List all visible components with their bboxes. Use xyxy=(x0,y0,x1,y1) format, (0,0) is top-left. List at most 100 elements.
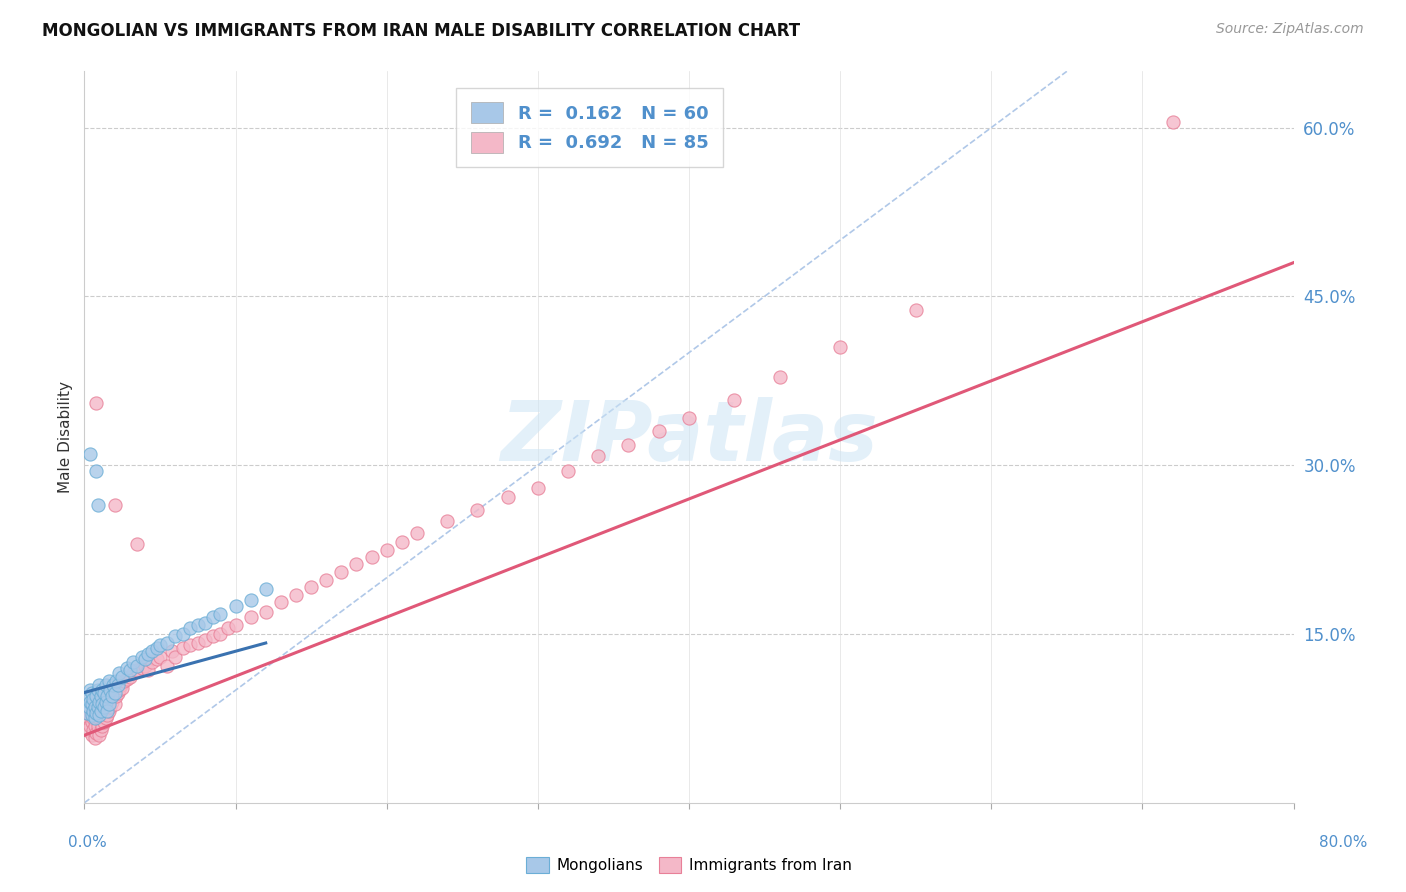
Point xyxy=(172,640,194,655)
Point xyxy=(131,661,153,675)
Point xyxy=(127,537,149,551)
Point xyxy=(87,704,110,718)
Point xyxy=(112,674,135,689)
Point xyxy=(89,678,111,692)
Point xyxy=(97,697,120,711)
Point xyxy=(93,714,115,729)
Point xyxy=(436,515,458,529)
Point xyxy=(299,580,322,594)
Point xyxy=(87,700,110,714)
Point xyxy=(108,683,131,698)
Point xyxy=(270,595,292,609)
Point xyxy=(121,666,143,681)
Text: ZIPatlas: ZIPatlas xyxy=(501,397,877,477)
Text: 0.0%: 0.0% xyxy=(67,836,107,850)
Point xyxy=(118,670,141,684)
Point xyxy=(134,658,156,673)
Point xyxy=(84,711,107,725)
Point xyxy=(118,663,141,677)
Point xyxy=(89,694,111,708)
Point xyxy=(94,711,117,725)
Point xyxy=(93,700,115,714)
Point xyxy=(588,449,610,463)
Point xyxy=(254,605,277,619)
Point xyxy=(76,706,98,720)
Point xyxy=(86,689,108,703)
Point xyxy=(127,658,149,673)
Point xyxy=(89,708,111,723)
Point xyxy=(79,708,101,723)
Point xyxy=(111,670,134,684)
Point xyxy=(91,683,114,698)
Point xyxy=(97,674,120,689)
Point xyxy=(80,728,103,742)
Point xyxy=(104,498,127,512)
Point xyxy=(87,683,110,698)
Point xyxy=(96,689,118,703)
Point xyxy=(201,629,224,643)
Point xyxy=(82,704,104,718)
Point xyxy=(136,663,159,677)
Text: 80.0%: 80.0% xyxy=(1319,836,1367,850)
Point xyxy=(96,692,118,706)
Point xyxy=(80,708,103,723)
Point xyxy=(91,697,114,711)
Point xyxy=(76,723,98,737)
Point xyxy=(90,708,112,723)
Point xyxy=(93,685,115,699)
Point xyxy=(115,661,138,675)
Point xyxy=(104,685,127,699)
Point xyxy=(93,700,115,714)
Point xyxy=(110,678,132,692)
Point xyxy=(239,610,262,624)
Point xyxy=(156,658,179,673)
Point xyxy=(647,425,671,439)
Point xyxy=(187,636,209,650)
Point xyxy=(87,498,110,512)
Point xyxy=(496,490,519,504)
Point xyxy=(105,674,128,689)
Point xyxy=(284,588,308,602)
Point xyxy=(201,610,224,624)
Point xyxy=(87,719,110,733)
Text: MONGOLIAN VS IMMIGRANTS FROM IRAN MALE DISABILITY CORRELATION CHART: MONGOLIAN VS IMMIGRANTS FROM IRAN MALE D… xyxy=(42,22,800,40)
Point xyxy=(209,607,232,621)
Point xyxy=(96,708,118,723)
Point xyxy=(194,632,217,647)
Point xyxy=(98,700,121,714)
Point xyxy=(90,704,112,718)
Point xyxy=(830,340,852,354)
Point xyxy=(100,694,122,708)
Point xyxy=(346,558,368,572)
Point xyxy=(330,565,353,579)
Point xyxy=(146,640,169,655)
Point xyxy=(146,652,169,666)
Point xyxy=(134,652,156,666)
Point xyxy=(557,464,579,478)
Point xyxy=(360,550,382,565)
Point xyxy=(80,697,103,711)
Point xyxy=(156,636,179,650)
Point xyxy=(86,706,108,720)
Point xyxy=(315,573,337,587)
Point xyxy=(172,627,194,641)
Point xyxy=(160,644,183,658)
Point xyxy=(391,534,413,549)
Point xyxy=(101,689,124,703)
Y-axis label: Male Disability: Male Disability xyxy=(58,381,73,493)
Point xyxy=(904,302,927,317)
Point xyxy=(225,599,247,613)
Point xyxy=(89,728,111,742)
Point xyxy=(121,655,143,669)
Point xyxy=(97,689,120,703)
Point xyxy=(79,694,101,708)
Point xyxy=(98,683,121,698)
Point xyxy=(406,525,429,540)
Point xyxy=(149,649,172,664)
Point xyxy=(617,438,640,452)
Point xyxy=(225,618,247,632)
Point xyxy=(375,542,398,557)
Point xyxy=(96,704,118,718)
Point xyxy=(678,411,700,425)
Point xyxy=(89,711,111,725)
